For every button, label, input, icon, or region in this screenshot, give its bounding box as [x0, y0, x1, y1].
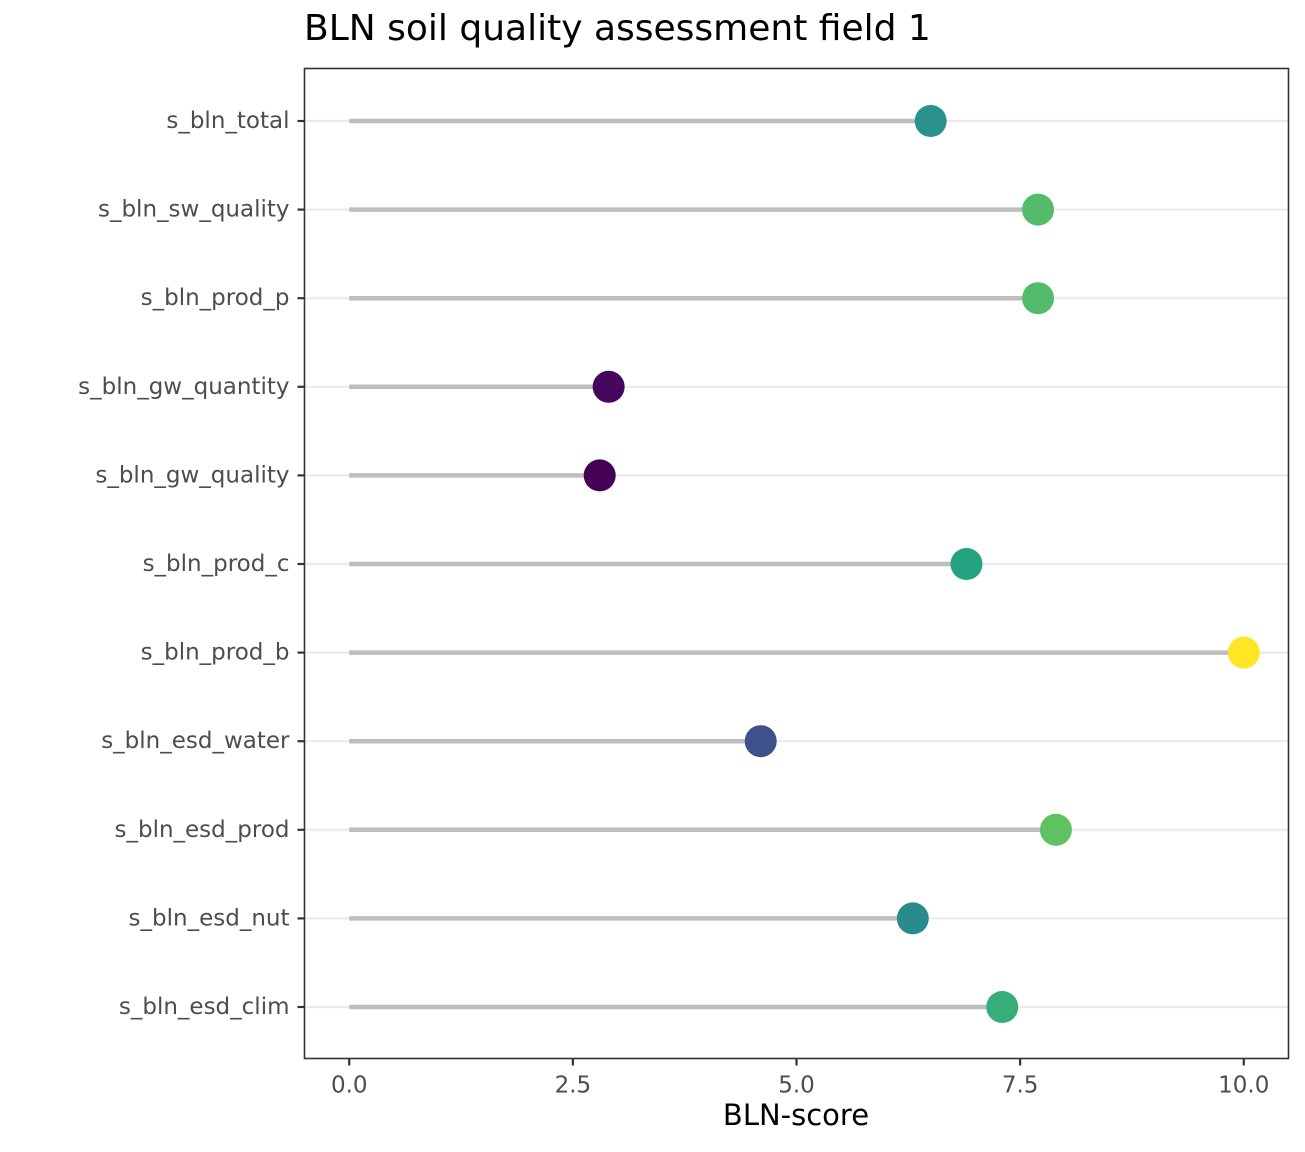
y-tick-label: s_bln_prod_c — [143, 551, 290, 577]
stems — [349, 118, 1244, 1010]
point-s_bln_esd_nut — [896, 902, 929, 935]
point-s_bln_prod_c — [950, 548, 983, 580]
point-s_bln_sw_quality — [1022, 193, 1055, 226]
y-tick-label: s_bln_esd_prod — [114, 817, 289, 843]
point-s_bln_prod_p — [1022, 282, 1055, 315]
y-tick-label: s_bln_esd_clim — [119, 994, 290, 1020]
y-tick-label: s_bln_esd_nut — [129, 905, 290, 931]
x-tick-label: 0.0 — [331, 1073, 368, 1099]
x-tick-label: 5.0 — [778, 1073, 815, 1099]
point-s_bln_gw_quality — [583, 459, 616, 492]
point-s_bln_gw_quantity — [592, 370, 625, 403]
point-s_bln_total — [914, 105, 947, 137]
point-s_bln_prod_b — [1227, 636, 1260, 669]
x-tick-label: 10.0 — [1218, 1073, 1269, 1099]
chart-title: BLN soil quality assessment field 1 — [304, 8, 931, 49]
point-s_bln_esd_clim — [986, 991, 1019, 1023]
x-axis: 0.0 2.5 5.0 7.5 10.0 — [331, 1058, 1269, 1099]
points — [583, 105, 1260, 1023]
point-s_bln_esd_prod — [1039, 813, 1072, 846]
x-axis-title: BLN-score — [722, 1098, 870, 1132]
y-tick-label: s_bln_prod_p — [141, 285, 290, 311]
x-tick-label: 7.5 — [1002, 1073, 1039, 1099]
y-tick-label: s_bln_gw_quantity — [78, 374, 289, 400]
y-tick-label: s_bln_prod_b — [141, 640, 290, 666]
x-tick-label: 2.5 — [555, 1073, 592, 1099]
y-tick-label: s_bln_gw_quality — [95, 462, 289, 488]
y-axis: s_bln_total s_bln_sw_quality s_bln_prod_ps… — [78, 108, 305, 1020]
y-tick-label: s_bln_total — [166, 108, 289, 134]
point-s_bln_esd_water — [744, 725, 777, 758]
y-tick-label: s_bln_sw_quality — [98, 197, 290, 223]
y-tick-label: s_bln_esd_water — [101, 728, 290, 754]
